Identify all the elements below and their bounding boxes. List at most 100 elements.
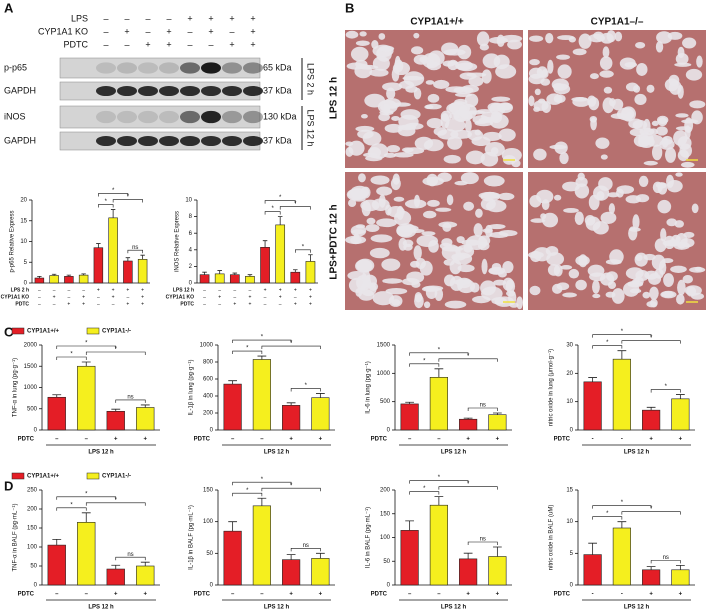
row-header: LPS 12 h (329, 77, 340, 119)
significance-bracket (290, 548, 321, 552)
alveolus (414, 292, 423, 303)
legend-label: CYP1A1-/- (102, 329, 131, 335)
error-bar (140, 561, 150, 566)
alveolus (680, 161, 695, 168)
alveolus (444, 300, 467, 309)
error-bar (492, 412, 502, 415)
alveolus (677, 136, 692, 150)
error-bar (81, 361, 91, 367)
significance-bracket (650, 560, 681, 564)
significance-bracket (261, 487, 321, 492)
blot-band (180, 85, 200, 97)
y-tick-label: 30 (566, 343, 573, 349)
significance-label: * (105, 199, 108, 205)
alveolus (675, 113, 689, 118)
alveolus (562, 292, 577, 298)
alveolus (360, 199, 380, 212)
x-tick-label: + (114, 437, 118, 443)
y-tick-label: 250 (27, 488, 38, 494)
x-row-sign: – (67, 294, 70, 300)
significance-label: * (246, 346, 249, 352)
y-tick-label: 0 (387, 583, 391, 589)
alveolus (606, 271, 618, 282)
alveolus (355, 40, 370, 46)
alveolus (355, 224, 366, 229)
alveolus (442, 222, 452, 232)
alveolus (421, 286, 440, 292)
alveolus (540, 213, 547, 220)
bar (459, 558, 478, 586)
alveolus (355, 125, 375, 132)
bar (305, 261, 316, 284)
x-tick-label: + (289, 437, 293, 443)
alveolus (578, 33, 592, 49)
bar (245, 276, 255, 284)
alveolus (378, 33, 386, 40)
alveolus (560, 265, 573, 270)
alveolus (636, 63, 648, 76)
alveolus (671, 234, 681, 244)
y-tick-label: 0 (210, 583, 214, 589)
alveolus (475, 208, 483, 218)
alveolus (546, 93, 563, 105)
significance-bracket (232, 481, 292, 486)
legend-label: CYP1A1-/- (102, 474, 131, 480)
significance-label: * (85, 341, 88, 347)
alveolus (410, 260, 420, 268)
significance-label: * (271, 206, 274, 212)
y-tick-label: 50 (30, 564, 37, 570)
alveolus (541, 101, 552, 114)
alveolus (469, 282, 480, 293)
alveolus (482, 53, 501, 69)
alveolus (355, 259, 373, 273)
x-row-label: PDTC (180, 301, 194, 307)
error-bar (111, 564, 121, 570)
x-row-label: PDTC (371, 437, 388, 443)
alveolus (351, 229, 366, 235)
alveolus (393, 196, 405, 202)
blot-band (243, 135, 263, 147)
significance-label: ns (127, 552, 133, 558)
alveolus (589, 73, 599, 80)
y-tick-label: 150 (27, 526, 38, 532)
alveolus (683, 231, 695, 239)
alveolus (632, 119, 648, 130)
blot-band (222, 135, 242, 147)
x-tick-label: + (649, 592, 653, 598)
bar (311, 558, 330, 586)
alveolus (455, 60, 473, 71)
significance-bracket (115, 556, 146, 561)
x-row-label: PDTC (18, 437, 35, 443)
alveolus (584, 215, 596, 226)
error-bar (675, 394, 685, 399)
x-row-sign: + (309, 301, 312, 307)
row-header: LPS+PDTC 12 h (329, 204, 340, 279)
x-row-sign: – (203, 301, 206, 307)
y-tick-label: 600 (203, 377, 214, 383)
x-axis-label: LPS 12 h (88, 450, 114, 456)
band-size: 37 kDa (263, 85, 292, 95)
condition-sign: + (166, 39, 171, 49)
alveolus (491, 96, 511, 102)
y-tick-label: 800 (203, 360, 214, 366)
alveolus (686, 286, 697, 297)
x-row-label: LPS 12 h (173, 287, 194, 293)
alveolus (546, 252, 565, 266)
error-bar (81, 273, 86, 276)
significance-bracket (467, 541, 498, 545)
alveolus (489, 102, 506, 116)
x-tick-label: + (679, 592, 683, 598)
significance-bracket (56, 496, 117, 500)
error-bar (52, 394, 62, 398)
alveolus (442, 60, 455, 67)
alveolus (675, 172, 683, 177)
x-tick-label: + (289, 592, 293, 598)
bar (400, 530, 419, 586)
alveolus (634, 93, 647, 106)
significance-bracket (592, 516, 623, 520)
x-row-sign: – (97, 301, 100, 307)
alveolus (608, 203, 616, 215)
alveolus (440, 110, 452, 122)
x-tick-label: – (408, 437, 412, 443)
alveolus (562, 181, 580, 192)
